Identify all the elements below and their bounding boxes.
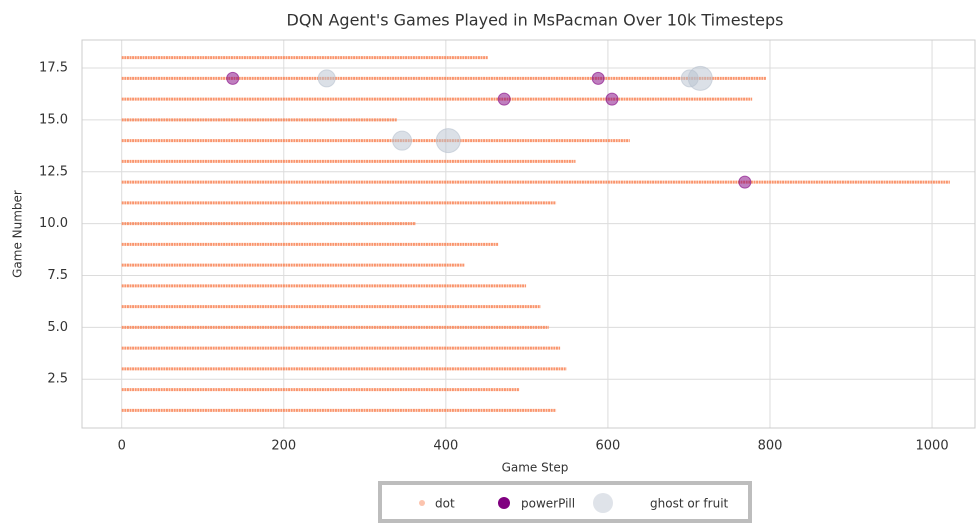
legend-label: powerPill <box>521 497 575 511</box>
ghost-or-fruit <box>687 65 713 91</box>
x-tick-label: 400 <box>433 439 458 454</box>
y-tick-label: 7.5 <box>47 268 68 283</box>
power-pill <box>605 92 619 106</box>
y-tick-label: 10.0 <box>39 216 68 231</box>
power-pill <box>226 71 240 85</box>
chart-title: DQN Agent's Games Played in MsPacman Ove… <box>287 11 784 30</box>
ghost-or-fruit <box>392 130 413 151</box>
x-tick-label: 800 <box>758 439 783 454</box>
x-axis-label: Game Step <box>502 461 569 475</box>
x-tick-label: 1000 <box>916 439 949 454</box>
y-axis-label: Game Number <box>11 190 25 278</box>
plot-border <box>81 39 976 429</box>
y-tick-label: 17.5 <box>39 61 68 76</box>
legend-marker <box>593 493 613 513</box>
y-tick-label: 12.5 <box>39 164 68 179</box>
y-tick-label: 2.5 <box>47 372 68 387</box>
y-tick-label: 5.0 <box>47 320 68 335</box>
x-tick-label: 200 <box>271 439 296 454</box>
ghost-or-fruit <box>435 128 461 154</box>
power-pill <box>738 175 752 189</box>
legend-box <box>378 481 752 523</box>
x-tick-label: 0 <box>118 439 126 454</box>
ghost-or-fruit <box>317 69 336 88</box>
x-tick-label: 600 <box>595 439 620 454</box>
legend-marker <box>419 500 425 506</box>
y-tick-label: 15.0 <box>39 112 68 127</box>
legend-label: ghost or fruit <box>650 497 729 511</box>
legend-label: dot <box>435 497 455 511</box>
legend-marker <box>498 497 510 509</box>
power-pill <box>591 71 605 85</box>
power-pill <box>497 92 511 106</box>
